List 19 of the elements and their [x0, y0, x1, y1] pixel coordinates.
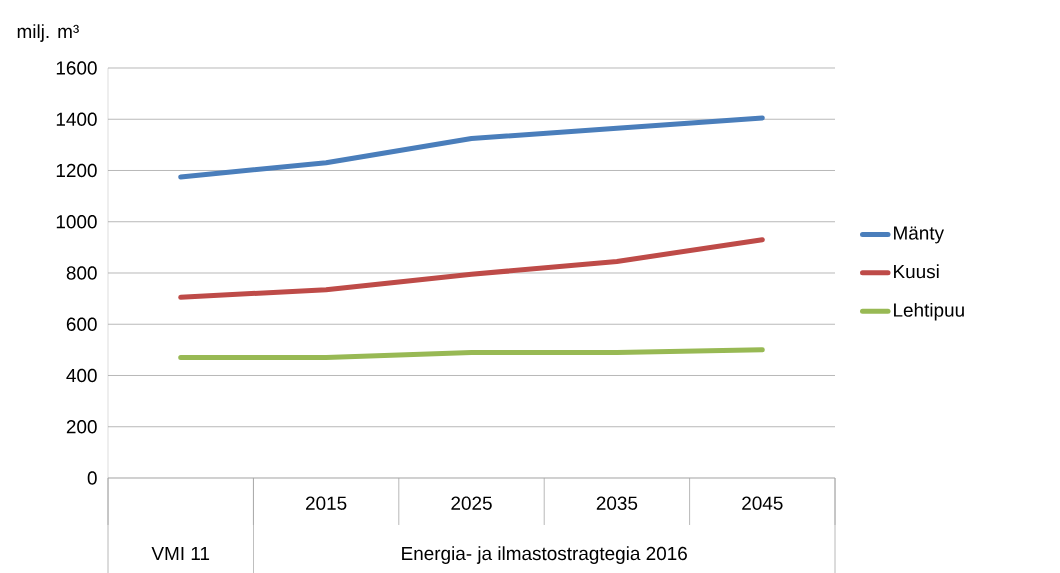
y-tick-label: 1000	[56, 215, 97, 229]
y-tick-label: 400	[66, 368, 97, 383]
y-tick-label: 0	[87, 471, 97, 485]
y-axis-title: milj. m³	[17, 24, 79, 42]
y-tick-label: 800	[66, 266, 97, 280]
x-tick-label: 2035	[596, 496, 638, 510]
legend-label: Lehtipuu	[894, 302, 964, 321]
y-tick-label: 600	[66, 317, 97, 331]
legend-label: Mänty	[894, 226, 945, 244]
text: Energia- ja ilmastostragtegia 2016	[402, 546, 687, 564]
text: VMI 11	[151, 546, 210, 560]
x-tick-label: 2025	[451, 496, 492, 510]
y-tick-label: 200	[66, 420, 97, 434]
x-tick-label: 2045	[742, 496, 783, 510]
y-tick-label: 1600	[56, 61, 97, 75]
legend-label: Kuusi	[894, 264, 939, 279]
y-tick-label: 1400	[56, 112, 97, 126]
x-tick-label: 2015	[306, 496, 347, 510]
y-tick-label: 1200	[56, 163, 97, 178]
